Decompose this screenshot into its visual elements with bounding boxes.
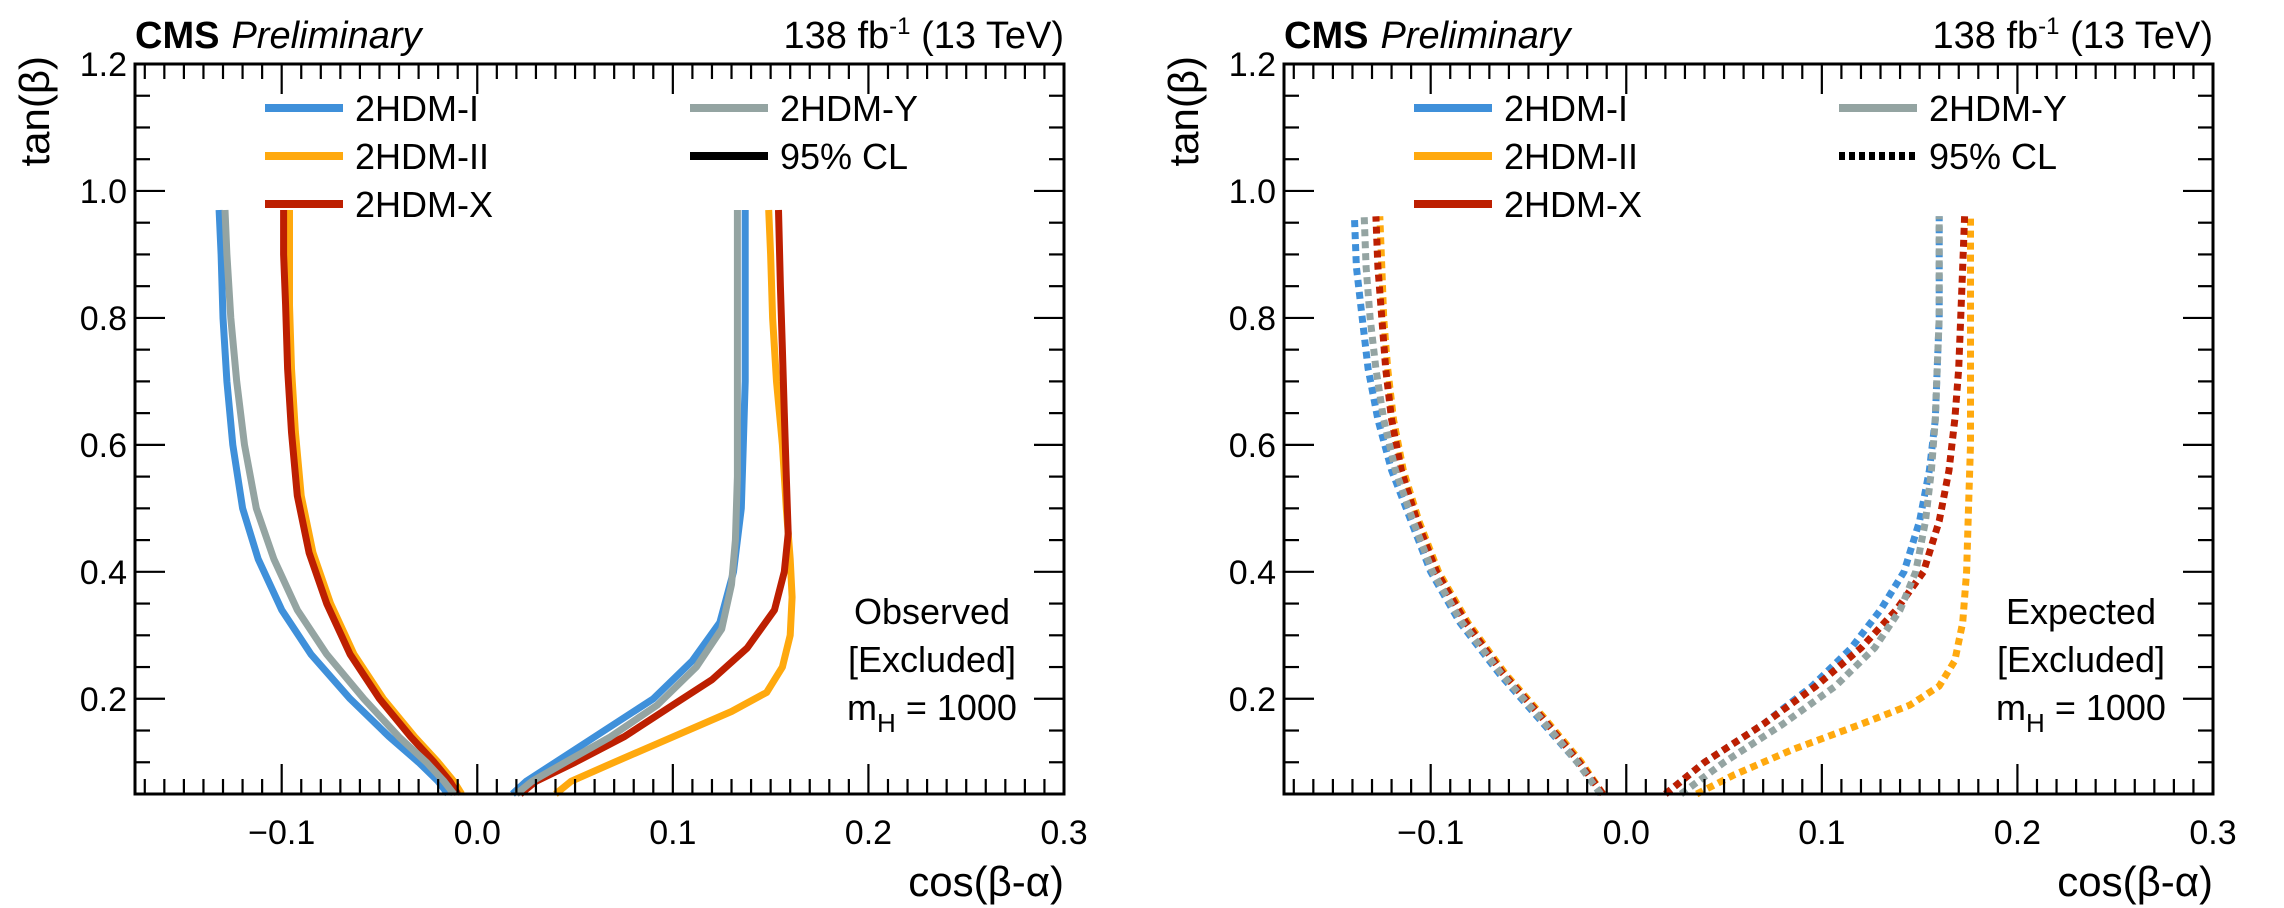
x-tick-label: 0.3 [2189, 814, 2236, 852]
luminosity-label: 138 fb-1 (13 TeV) [784, 13, 1064, 57]
y-tick-label: 0.6 [1229, 427, 1276, 465]
x-tick-label: 0.1 [649, 814, 696, 852]
lumi-value: 138 fb [784, 15, 890, 57]
legend-label: 2HDM-Y [780, 88, 918, 129]
x-tick-label: −0.1 [248, 814, 315, 852]
annotation-title: Observed [854, 591, 1010, 632]
energy-label: (13 TeV) [911, 15, 1064, 57]
x-tick-label: 0.2 [845, 814, 892, 852]
y-tick-label: 0.8 [80, 300, 127, 338]
experiment-name: CMS [1284, 15, 1368, 57]
x-tick-label: 0.0 [1603, 814, 1650, 852]
x-tick-label: 0.1 [1798, 814, 1845, 852]
y-tick-label: 0.4 [80, 554, 127, 592]
x-tick-label: −0.1 [1397, 814, 1464, 852]
annotation: Observed [Excluded] mH = 1000 [847, 591, 1017, 738]
plot-frame [133, 62, 1066, 796]
curve-2hdm-x-left [280, 210, 461, 796]
curve-2hdm-ii-right [553, 209, 796, 797]
plot-frame [1282, 62, 2215, 796]
mass-value: = 1000 [896, 687, 1017, 728]
curve-2hdm-ii-right [1695, 216, 1974, 798]
curve-2hdm-i-left [215, 209, 451, 797]
mass-subscript: H [877, 708, 896, 738]
mass-value: = 1000 [2045, 687, 2166, 728]
x-tick-label: 0.0 [454, 814, 501, 852]
x-tick-label: 0.2 [1994, 814, 2041, 852]
legend: 2HDM-I 2HDM-II 2HDM-X 2HDM-Y 95% CL [265, 88, 918, 225]
curve-2hdm-i-right [510, 210, 749, 797]
curve-2hdm-y-right [1678, 216, 1943, 797]
y-tick-label: 1.2 [80, 46, 127, 84]
annotation-mass: mH = 1000 [1996, 687, 2166, 738]
curve-2hdm-y-right [514, 210, 741, 797]
legend-label: 2HDM-I [1504, 88, 1628, 129]
curves [215, 209, 796, 797]
y-tick-label: 0.2 [1229, 681, 1276, 719]
legend: 2HDM-I 2HDM-II 2HDM-X 2HDM-Y 95% CL [1414, 88, 2067, 225]
lumi-exponent: -1 [889, 13, 910, 40]
observed-panel: −0.1 0.0 0.1 0.2 0.3 0.2 0.4 0.6 0.8 1.0 1.2 cos(β-… [11, 13, 1088, 905]
curves [1350, 216, 1974, 798]
annotation-mass: mH = 1000 [847, 687, 1017, 738]
preliminary-label: Preliminary [1380, 15, 1572, 57]
curve-2hdm-x-right [518, 209, 792, 797]
y-tick-label: 0.6 [80, 427, 127, 465]
curve-2hdm-y-left [221, 209, 457, 797]
legend-label: 2HDM-II [355, 136, 489, 177]
x-tick-label: 0.3 [1040, 814, 1087, 852]
curve-2hdm-y-left [1360, 216, 1604, 797]
x-axis-title: cos(β-α) [908, 858, 1064, 905]
y-tick-label: 0.4 [1229, 554, 1276, 592]
legend-label: 95% CL [1929, 136, 2057, 177]
legend-label: 95% CL [780, 136, 908, 177]
y-tick-label: 0.8 [1229, 300, 1276, 338]
ticks [135, 62, 1066, 796]
curve-2hdm-i-left [1350, 216, 1604, 797]
expected-panel: −0.1 0.0 0.1 0.2 0.3 0.2 0.4 0.6 0.8 1.0 1.2 cos(β-… [1160, 13, 2237, 905]
annotation-title: Expected [2006, 591, 2156, 632]
annotation: Expected [Excluded] mH = 1000 [1996, 591, 2166, 738]
y-tick-label: 1.0 [1229, 173, 1276, 211]
cms-label: CMS Preliminary [135, 15, 423, 57]
y-tick-label: 1.2 [1229, 46, 1276, 84]
experiment-name: CMS [135, 15, 219, 57]
annotation-excluded: [Excluded] [1997, 639, 2165, 680]
legend-label: 2HDM-II [1504, 136, 1638, 177]
ticks [1284, 62, 2215, 796]
mass-symbol: m [1996, 687, 2026, 728]
y-axis-title: tan(β) [11, 56, 58, 167]
mass-symbol: m [847, 687, 877, 728]
legend-label: 2HDM-X [1504, 184, 1642, 225]
lumi-value: 138 fb [1933, 15, 2039, 57]
energy-label: (13 TeV) [2060, 15, 2213, 57]
luminosity-label: 138 fb-1 (13 TeV) [1933, 13, 2213, 57]
legend-label: 2HDM-Y [1929, 88, 2067, 129]
legend-label: 2HDM-I [355, 88, 479, 129]
cms-label: CMS Preliminary [1284, 15, 1572, 57]
y-tick-label: 0.2 [80, 681, 127, 719]
y-tick-label: 1.0 [80, 173, 127, 211]
legend-label: 2HDM-X [355, 184, 493, 225]
mass-subscript: H [2026, 708, 2045, 738]
lumi-exponent: -1 [2038, 13, 2059, 40]
y-axis-title: tan(β) [1160, 56, 1207, 167]
curve-2hdm-x-right [1663, 216, 1969, 797]
x-axis-title: cos(β-α) [2057, 858, 2213, 905]
annotation-excluded: [Excluded] [848, 639, 1016, 680]
preliminary-label: Preliminary [231, 15, 423, 57]
